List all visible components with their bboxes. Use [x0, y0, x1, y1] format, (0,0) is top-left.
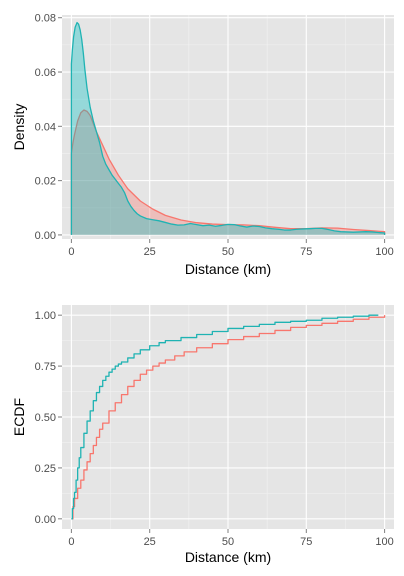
y-tick-label: 0.50: [35, 412, 56, 424]
x-tick-label: 75: [300, 246, 312, 258]
y-axis-title: Density: [11, 104, 27, 151]
x-tick-label: 100: [375, 246, 393, 258]
density-panel: 0 25 50 75 100 0.00 0.02 0.04 0.06 0.08 Distance (…: [11, 13, 394, 277]
density-area-0: [71, 110, 385, 235]
y-axis-title: ECDF: [11, 398, 27, 436]
density-area-1: [71, 22, 385, 235]
x-axis-title: Distance (km): [185, 549, 271, 565]
ecdf-line-1: [71, 314, 379, 520]
y-tick-label: 0.02: [35, 176, 56, 188]
x-tick-label: 25: [144, 536, 156, 548]
x-tick-label: 0: [68, 246, 74, 258]
y-tick-label: 0.00: [35, 514, 56, 526]
y-tick-label: 0.06: [35, 67, 56, 79]
y-tick-label: 0.08: [35, 13, 56, 25]
x-tick-label: 100: [375, 536, 393, 548]
y-tick-label: 0.04: [35, 121, 56, 133]
y-tick-label: 0.75: [35, 361, 56, 373]
x-axis-title: Distance (km): [185, 261, 271, 277]
density-line-1: [70, 21, 386, 235]
x-tick-label: 25: [144, 246, 156, 258]
y-tick-label: 1.00: [35, 310, 56, 322]
x-tick-label: 50: [222, 246, 234, 258]
x-tick-label: 75: [300, 536, 312, 548]
x-tick-label: 50: [222, 536, 234, 548]
ecdf-panel: 0 25 50 75 100 0.00 0.25 0.50 0.75 1.00 Distance (…: [11, 305, 394, 565]
x-tick-label: 0: [68, 536, 74, 548]
ecdf-line-0: [71, 315, 386, 520]
y-tick-label: 0.00: [35, 230, 56, 242]
y-tick-label: 0.25: [35, 463, 56, 475]
